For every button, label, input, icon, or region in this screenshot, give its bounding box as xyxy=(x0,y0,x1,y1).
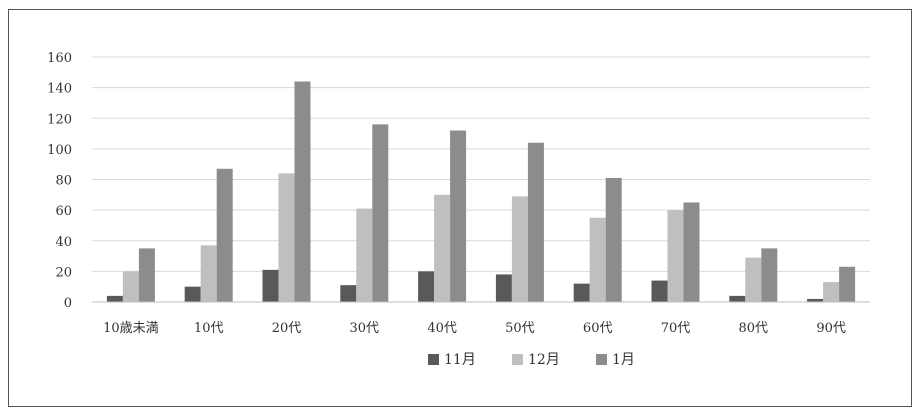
bar-12月-60代 xyxy=(589,217,606,302)
bar-11月-90代 xyxy=(807,298,824,302)
x-tick-label: 80代 xyxy=(739,321,769,336)
bar-11月-20代 xyxy=(262,269,279,302)
y-tick-label: 80 xyxy=(55,174,72,189)
bar-12月-40代 xyxy=(434,194,451,302)
legend-swatch xyxy=(596,354,607,365)
bar-12月-30代 xyxy=(356,208,373,302)
bar-12月-20代 xyxy=(278,173,295,302)
bar-1月-10歳未満 xyxy=(138,248,155,302)
legend: 11月 12月 1月 xyxy=(428,352,635,368)
y-tick-label: 140 xyxy=(47,82,72,97)
bar-12月-50代 xyxy=(511,196,528,302)
y-tick-label: 120 xyxy=(47,112,72,127)
bar-12月-90代 xyxy=(823,282,840,302)
legend-swatch xyxy=(512,354,523,365)
x-tick-label: 20代 xyxy=(272,321,302,336)
y-tick-label: 0 xyxy=(64,296,72,311)
y-tick-label: 60 xyxy=(55,204,72,219)
bar-11月-30代 xyxy=(340,285,357,302)
x-tick-label: 50代 xyxy=(505,321,535,336)
legend-swatch xyxy=(428,354,439,365)
y-axis-ticks: 0 20 40 60 80 100 120 140 160 xyxy=(47,51,72,311)
gridlines xyxy=(92,56,870,272)
bar-1月-60代 xyxy=(605,177,622,302)
y-tick-label: 20 xyxy=(55,265,72,280)
y-tick-label: 160 xyxy=(47,51,72,66)
bar-1月-50代 xyxy=(527,142,544,302)
bar-12月-10歳未満 xyxy=(122,271,139,302)
bar-1月-90代 xyxy=(839,266,856,302)
bar-12月-70代 xyxy=(667,210,684,302)
bar-11月-50代 xyxy=(495,274,512,302)
y-tick-label: 100 xyxy=(47,143,72,158)
bar-11月-80代 xyxy=(729,295,746,302)
bar-1月-80代 xyxy=(761,248,778,302)
bar-1月-40代 xyxy=(450,130,467,302)
bar-11月-10歳未満 xyxy=(106,295,123,302)
x-tick-label: 40代 xyxy=(427,321,457,336)
bar-12月-10代 xyxy=(200,245,217,302)
legend-label: 1月 xyxy=(612,352,635,368)
bar-1月-10代 xyxy=(216,168,233,302)
legend-label: 12月 xyxy=(528,352,560,368)
bar-12月-80代 xyxy=(745,257,762,302)
bar-1月-20代 xyxy=(294,81,311,302)
x-tick-label: 10代 xyxy=(194,321,224,336)
bar-11月-60代 xyxy=(573,283,590,302)
bar-1月-30代 xyxy=(372,124,389,302)
x-tick-label: 10歳未満 xyxy=(103,321,159,336)
legend-label: 11月 xyxy=(444,352,476,368)
bar-11月-70代 xyxy=(651,280,668,302)
x-tick-label: 90代 xyxy=(816,321,846,336)
x-tick-label: 70代 xyxy=(661,321,691,336)
bars xyxy=(106,81,856,302)
bar-1月-70代 xyxy=(683,202,700,302)
bar-11月-10代 xyxy=(184,286,201,302)
x-axis-labels: 10歳未満 10代 20代 30代 40代 50代 60代 70代 80代 90代 xyxy=(103,321,846,336)
bar-11月-40代 xyxy=(418,271,435,302)
x-tick-label: 30代 xyxy=(350,321,380,336)
x-tick-label: 60代 xyxy=(583,321,613,336)
y-tick-label: 40 xyxy=(55,235,72,250)
